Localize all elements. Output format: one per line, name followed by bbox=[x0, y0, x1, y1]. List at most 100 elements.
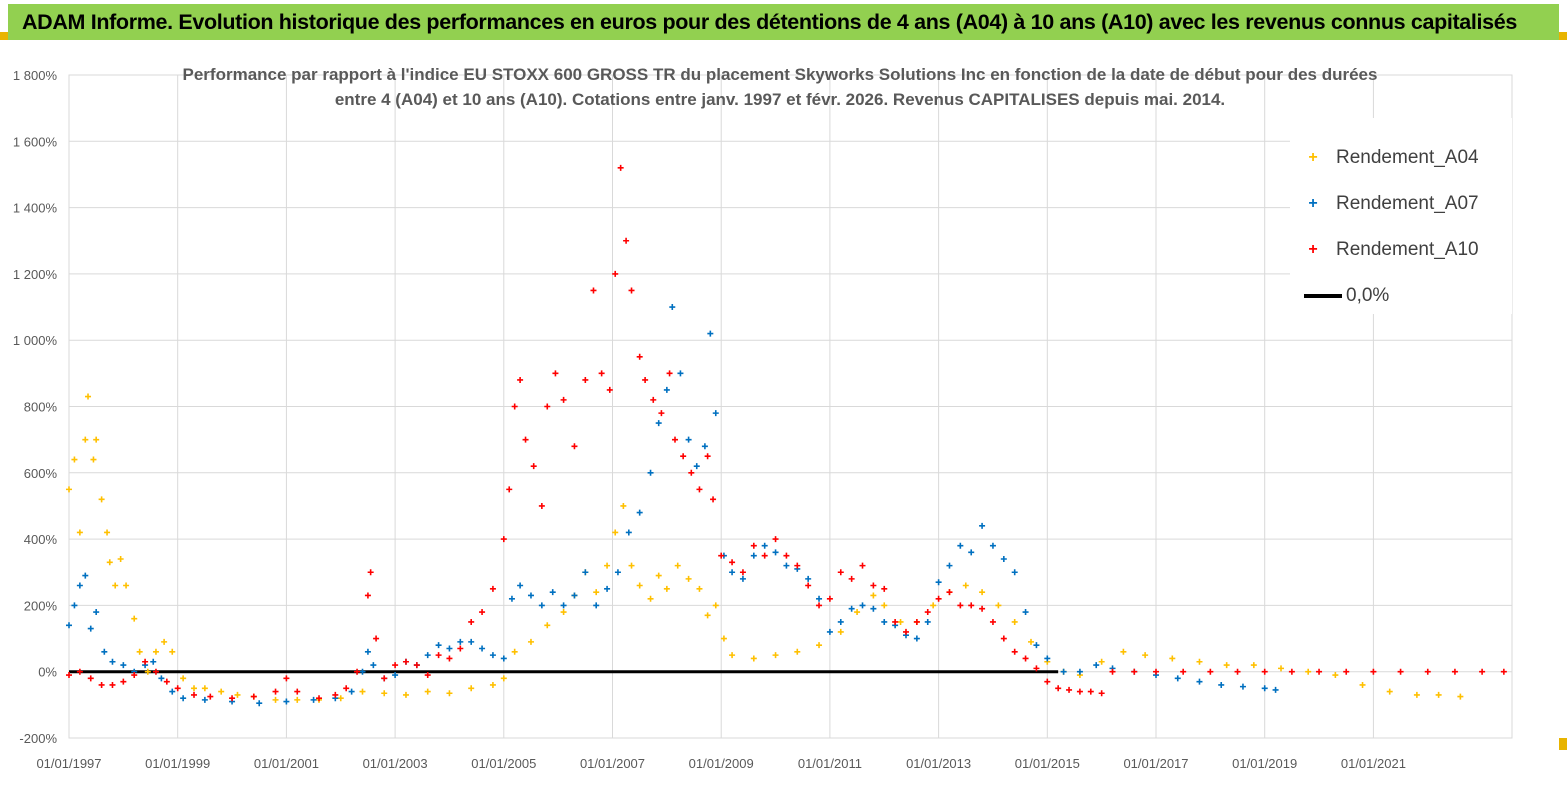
data-point bbox=[1022, 655, 1029, 662]
x-tick-label: 01/01/2015 bbox=[1015, 756, 1080, 771]
x-tick-label: 01/01/2009 bbox=[689, 756, 754, 771]
data-point bbox=[718, 552, 725, 559]
data-point bbox=[979, 605, 986, 612]
data-point bbox=[750, 542, 757, 549]
data-point bbox=[935, 579, 942, 586]
data-point bbox=[672, 436, 679, 443]
data-point bbox=[636, 353, 643, 360]
data-point bbox=[772, 652, 779, 659]
data-point bbox=[373, 635, 380, 642]
data-point bbox=[881, 618, 888, 625]
data-point bbox=[647, 595, 654, 602]
data-point bbox=[446, 655, 453, 662]
data-point bbox=[1196, 658, 1203, 665]
data-point bbox=[500, 655, 507, 662]
data-point bbox=[191, 691, 198, 698]
data-point bbox=[457, 645, 464, 652]
plus-marker-icon: + bbox=[1308, 241, 1318, 258]
plus-marker-icon: + bbox=[1308, 149, 1318, 166]
data-point bbox=[848, 605, 855, 612]
data-point bbox=[468, 685, 475, 692]
data-point bbox=[1223, 662, 1230, 669]
data-point bbox=[930, 602, 937, 609]
data-point bbox=[881, 585, 888, 592]
y-tick-label: -200% bbox=[19, 731, 57, 746]
data-point bbox=[180, 675, 187, 682]
data-point bbox=[772, 536, 779, 543]
data-point bbox=[71, 602, 78, 609]
plus-marker-icon: + bbox=[1308, 195, 1318, 212]
legend-item-zero-line: 0,0% bbox=[1290, 283, 1389, 309]
data-point bbox=[511, 648, 518, 655]
data-point bbox=[720, 635, 727, 642]
data-point bbox=[359, 668, 366, 675]
data-point bbox=[106, 559, 113, 566]
corner-marker bbox=[1559, 738, 1567, 750]
data-point bbox=[685, 436, 692, 443]
data-point bbox=[881, 602, 888, 609]
data-point bbox=[161, 638, 168, 645]
data-point bbox=[924, 618, 931, 625]
data-point bbox=[446, 690, 453, 697]
data-point bbox=[468, 638, 475, 645]
data-point bbox=[606, 386, 613, 393]
data-point bbox=[123, 582, 130, 589]
data-point bbox=[794, 562, 801, 569]
legend-label: Rendement_A10 bbox=[1336, 239, 1479, 260]
data-point bbox=[1239, 683, 1246, 690]
data-point bbox=[446, 645, 453, 652]
data-point bbox=[1332, 672, 1339, 679]
data-point bbox=[332, 691, 339, 698]
data-point bbox=[685, 575, 692, 582]
data-point bbox=[142, 658, 149, 665]
data-point bbox=[1278, 665, 1285, 672]
data-point bbox=[617, 164, 624, 171]
data-point bbox=[66, 672, 72, 679]
data-point bbox=[739, 569, 746, 576]
data-point bbox=[693, 463, 700, 470]
data-point bbox=[522, 436, 529, 443]
y-tick-label: 1 400% bbox=[13, 201, 58, 216]
data-point bbox=[402, 691, 409, 698]
data-point bbox=[413, 662, 420, 669]
data-point bbox=[435, 642, 442, 649]
corner-marker bbox=[0, 32, 8, 40]
y-tick-label: 1 200% bbox=[13, 267, 58, 282]
black-line-icon bbox=[1304, 294, 1342, 298]
legend-item-a04: + Rendement_A04 bbox=[1290, 145, 1478, 171]
data-point bbox=[783, 562, 790, 569]
data-point bbox=[131, 672, 138, 679]
data-point bbox=[989, 542, 996, 549]
y-tick-label: 600% bbox=[24, 466, 58, 481]
data-point bbox=[144, 668, 151, 675]
report-banner: ADAM Informe. Evolution historique des p… bbox=[8, 4, 1559, 40]
data-point bbox=[294, 696, 301, 703]
data-point bbox=[294, 688, 301, 695]
data-point bbox=[696, 486, 703, 493]
chart-area: 1 800% 1 600% 1 400% 1 200% 1 000% 800% 600% 40… bbox=[0, 40, 1567, 790]
x-tick-label: 01/01/2013 bbox=[906, 756, 971, 771]
data-point bbox=[826, 595, 833, 602]
data-point bbox=[93, 609, 100, 616]
data-point bbox=[1011, 618, 1018, 625]
data-point bbox=[549, 589, 556, 596]
data-point bbox=[729, 559, 736, 566]
data-point bbox=[104, 529, 111, 536]
data-point bbox=[902, 628, 909, 635]
data-point bbox=[283, 675, 290, 682]
data-points bbox=[66, 164, 1507, 707]
data-point bbox=[598, 370, 605, 377]
data-point bbox=[805, 582, 812, 589]
y-tick-label: 800% bbox=[24, 400, 58, 415]
data-point bbox=[816, 642, 823, 649]
x-tick-label: 01/01/2001 bbox=[254, 756, 319, 771]
data-point bbox=[402, 658, 409, 665]
data-point bbox=[424, 672, 431, 679]
data-point bbox=[1397, 668, 1404, 675]
data-point bbox=[1196, 678, 1203, 685]
data-point bbox=[348, 688, 355, 695]
data-point bbox=[636, 509, 643, 516]
data-point bbox=[364, 648, 371, 655]
data-point bbox=[1413, 691, 1420, 698]
data-point bbox=[729, 652, 736, 659]
